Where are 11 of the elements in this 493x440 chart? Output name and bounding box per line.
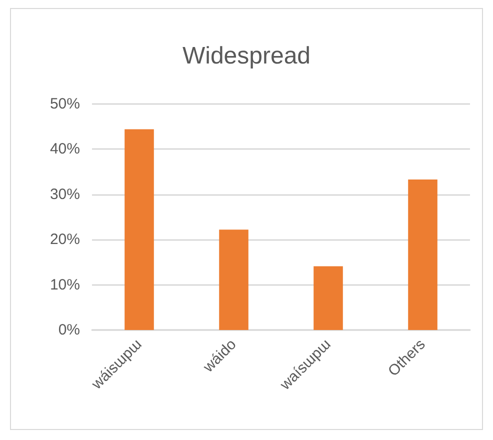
y-tick-label: 50%	[50, 96, 80, 112]
y-tick-label: 30%	[50, 186, 80, 203]
y-tick-label: 20%	[50, 231, 80, 248]
bar	[314, 266, 343, 330]
chart-title: Widespread	[182, 42, 311, 70]
y-tick-label: 40%	[50, 140, 80, 158]
bar	[219, 230, 248, 330]
y-tick-label: 10%	[50, 276, 80, 294]
bar	[124, 129, 154, 330]
y-tick-label: 0%	[58, 322, 80, 338]
bar	[408, 179, 438, 330]
